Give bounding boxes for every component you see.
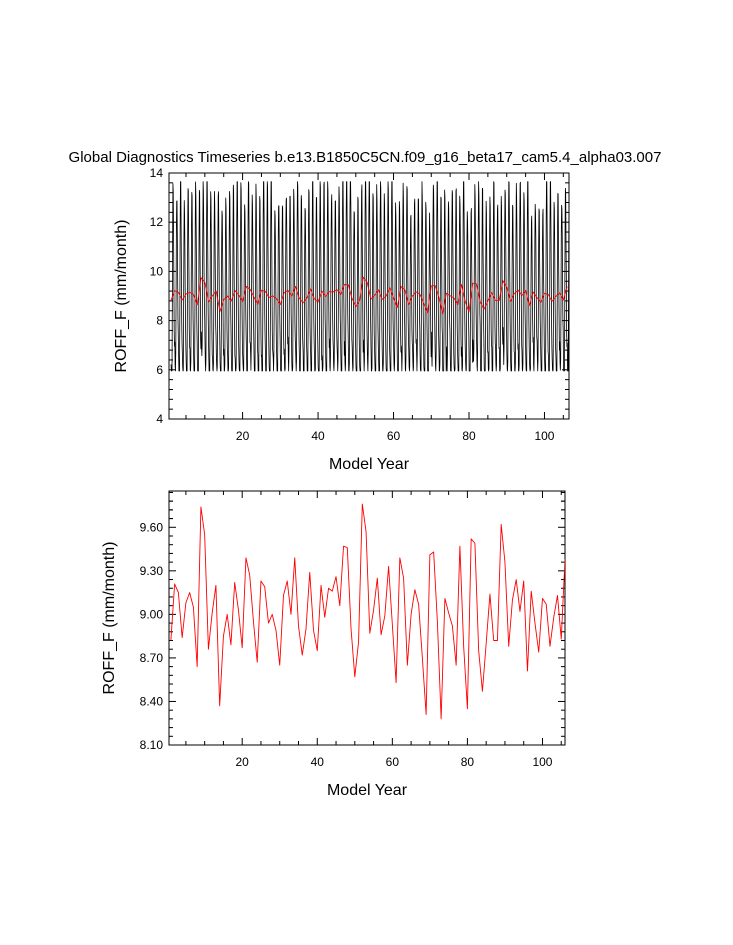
chart-panel-1: 20 40 60 80 100 4 6 8 10 12 14 Model Year ROFF_F (mm…	[69, 149, 662, 473]
x-axis-title: Model Year	[327, 782, 408, 799]
chart-panel-2: 20 40 60 80 100 8.10 8.40 8.70 9.00 9.30 9.60 Model…	[101, 490, 566, 799]
plot-frame	[168, 490, 566, 746]
x-tick-label: 60	[386, 755, 400, 769]
y-tick-label: 8.10	[140, 738, 164, 752]
y-tick-label: 12	[150, 215, 164, 229]
y-tick-label: 8	[156, 314, 163, 328]
y-tick-label: 9.00	[140, 607, 164, 621]
x-tick-label: 20	[236, 429, 250, 443]
x-tick-label: 80	[462, 429, 476, 443]
annual-mean-series-line	[170, 503, 565, 720]
x-tick-label: 80	[461, 755, 475, 769]
y-tick-label: 4	[156, 412, 163, 426]
x-tick-label: 100	[532, 755, 552, 769]
plot-frame	[168, 172, 570, 420]
x-tick-label: 40	[311, 755, 325, 769]
y-axis-title: ROFF_F (mm/month)	[101, 542, 118, 695]
y-tick-label: 8.40	[140, 694, 164, 708]
y-tick-label: 9.30	[140, 564, 164, 578]
x-axis-title: Model Year	[329, 456, 410, 473]
y-axis-title: ROFF_F (mm/month)	[113, 220, 130, 373]
annual-mean-series-line	[170, 276, 568, 315]
y-tick-label: 14	[150, 166, 164, 180]
y-tick-label: 9.60	[140, 520, 164, 534]
chart-title: Global Diagnostics Timeseries b.e13.B185…	[69, 149, 662, 166]
monthly-series-line	[170, 181, 569, 372]
y-tick-label: 10	[150, 264, 164, 278]
x-tick-label: 100	[534, 429, 554, 443]
x-tick-label: 20	[236, 755, 250, 769]
x-tick-label: 60	[387, 429, 401, 443]
y-tick-label: 8.70	[140, 651, 164, 665]
x-tick-label: 40	[311, 429, 325, 443]
y-tick-label: 6	[156, 363, 163, 377]
